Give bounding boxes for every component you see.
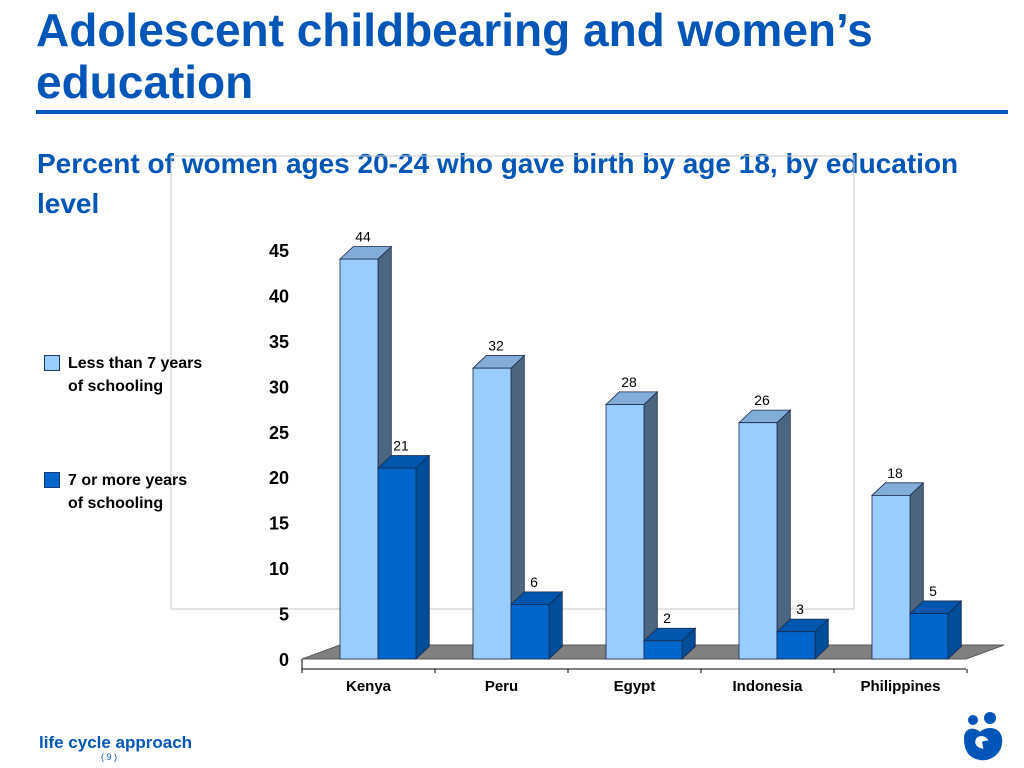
bar-philippines-series-1 — [870, 481, 925, 660]
slide-title: Adolescent childbearing and women’s educ… — [36, 4, 873, 108]
data-label: 18 — [887, 465, 903, 481]
unfpa-logo-icon — [964, 712, 1003, 761]
y-tick-label: 15 — [269, 514, 289, 534]
data-label: 32 — [488, 338, 504, 354]
bar-peru-series-1 — [471, 354, 526, 660]
legend-swatch-dark — [44, 472, 60, 488]
category-label: Peru — [485, 678, 518, 695]
bar-kenya-series-2 — [376, 454, 431, 660]
category-label: Indonesia — [732, 678, 803, 695]
data-label: 2 — [663, 610, 671, 626]
bar-indonesia-series-1 — [737, 409, 792, 660]
data-label: 28 — [621, 374, 637, 390]
bar-egypt-series-1 — [604, 390, 659, 660]
y-tick-label: 40 — [269, 286, 289, 306]
bar-kenya-series-1 — [338, 245, 393, 660]
data-label: 5 — [929, 583, 937, 599]
bar-egypt-series-2 — [642, 627, 697, 660]
data-label: 3 — [796, 601, 804, 617]
legend-label: Less than 7 years of schooling — [68, 355, 203, 395]
y-tick-label: 20 — [269, 468, 289, 488]
y-tick-label: 10 — [269, 559, 289, 579]
data-label: 26 — [754, 392, 770, 408]
bar-philippines-series-2 — [908, 600, 963, 660]
data-label: 6 — [530, 574, 538, 590]
bar-peru-series-2 — [509, 590, 564, 660]
bar-indonesia-series-2 — [775, 618, 830, 660]
y-tick-label: 5 — [279, 605, 289, 625]
y-tick-label: 0 — [279, 650, 289, 670]
y-tick-label: 30 — [269, 377, 289, 397]
category-label: Kenya — [346, 678, 392, 695]
chart-subtitle: Percent of women ages 20-24 who gave bir… — [37, 148, 959, 219]
legend-label: 7 or more years of schooling — [68, 472, 188, 512]
title-underline — [36, 110, 1008, 114]
category-label: Egypt — [614, 678, 656, 695]
y-tick-label: 45 — [269, 241, 289, 261]
footer-text: life cycle approach — [39, 733, 193, 752]
page-number: ( 9 ) — [101, 752, 118, 762]
y-tick-label: 25 — [269, 423, 289, 443]
category-label: Philippines — [860, 678, 940, 695]
legend-swatch-light — [44, 355, 60, 371]
data-label: 44 — [355, 228, 371, 244]
y-tick-label: 35 — [269, 332, 289, 352]
data-label: 21 — [393, 438, 409, 454]
